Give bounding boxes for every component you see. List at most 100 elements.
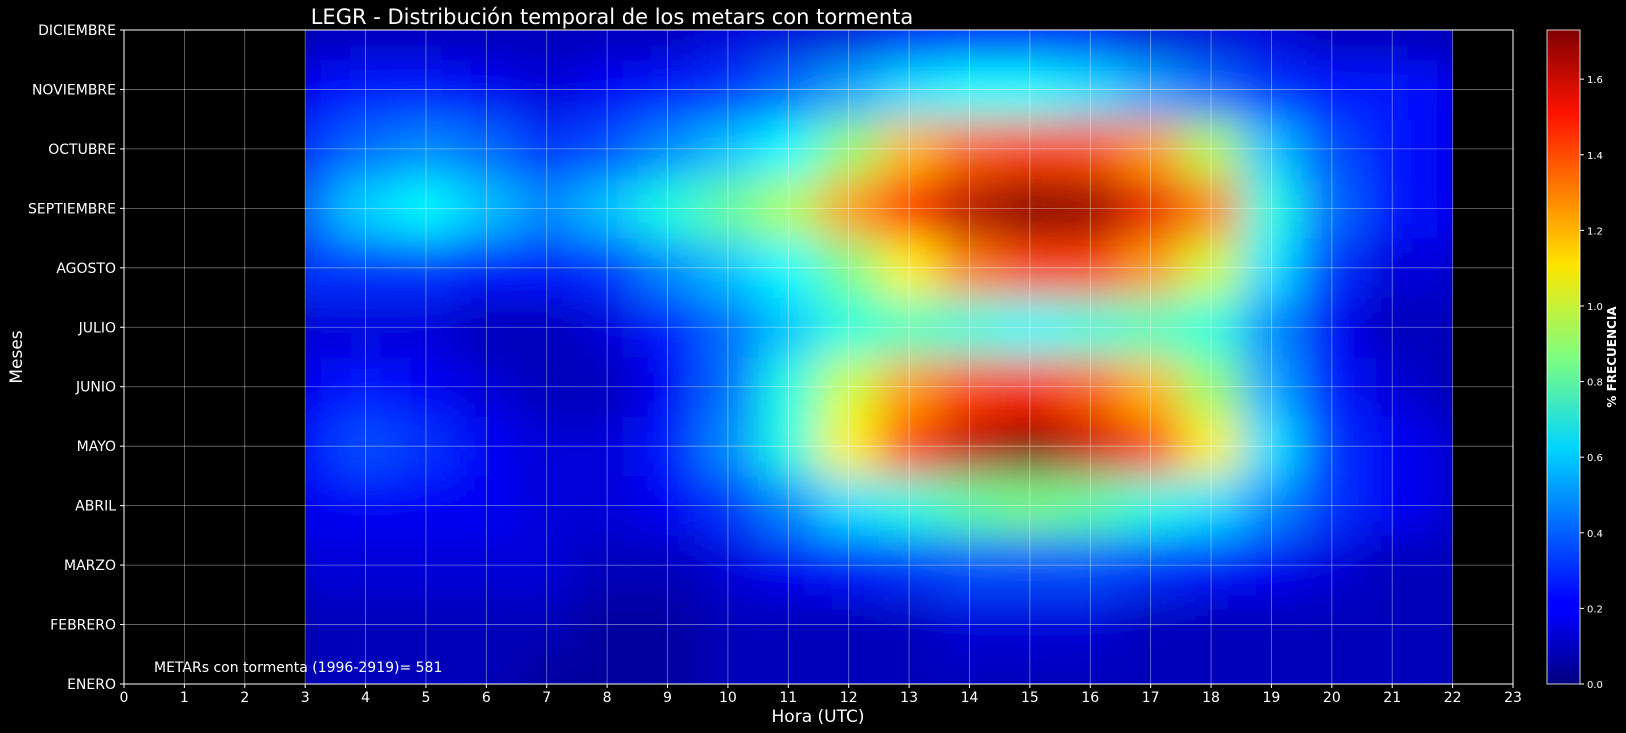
heatmap-cell: [456, 119, 518, 180]
heatmap-cell: [1422, 654, 1453, 684]
heatmap-cell: [395, 119, 457, 180]
colorbar-tick-label: 0.0: [1587, 680, 1603, 691]
heatmap-cell: [818, 475, 880, 536]
colorbar-ticks: 0.0 0.2 0.4 0.6 0.8 1.0 1.2 1.4 1.6: [1580, 75, 1603, 691]
heatmap-cell: [516, 238, 578, 299]
heatmap-cell: [697, 30, 759, 61]
heatmap-cell: [1180, 594, 1242, 655]
heatmap-cell: [697, 475, 759, 536]
heatmap-cell: [999, 178, 1061, 239]
heatmap-cell: [999, 238, 1061, 299]
heatmap-cell: [1241, 416, 1303, 477]
colorbar-tick-label: 0.6: [1587, 453, 1603, 464]
heatmap-cell: [939, 178, 1001, 239]
heatmap-cell: [1180, 178, 1242, 239]
heatmap-cell: [576, 59, 638, 120]
heatmap-cell: [576, 654, 638, 684]
y-tick-label: SEPTIEMBRE: [28, 201, 116, 217]
heatmap-cell: [637, 535, 699, 596]
heatmap-cell: [999, 59, 1061, 120]
x-tick-label: 11: [779, 690, 797, 706]
heatmap-cell: [516, 416, 578, 477]
heatmap-cell: [304, 119, 336, 180]
heatmap-cell: [395, 654, 457, 684]
y-tick-label: NOVIEMBRE: [32, 82, 116, 98]
heatmap-cell: [395, 59, 457, 120]
heatmap-cell: [1060, 178, 1121, 239]
heatmap-cell: [818, 416, 880, 477]
heatmap-cell: [1180, 297, 1242, 358]
heatmap-cell: [697, 594, 759, 655]
heatmap-cell: [999, 416, 1061, 477]
x-tick-label: 21: [1383, 690, 1401, 706]
heatmap-cell: [335, 30, 397, 61]
x-tick-label: 19: [1263, 690, 1281, 706]
y-tick-label: ENERO: [67, 677, 116, 693]
heatmap-cell: [1060, 475, 1121, 536]
heatmap-cell: [1362, 357, 1423, 417]
heatmap-cell: [516, 297, 578, 358]
x-tick-label: 22: [1444, 690, 1462, 706]
heatmap-cell: [1120, 30, 1182, 61]
grid-lines: [123, 29, 1514, 685]
heatmap-cell: [878, 475, 940, 536]
heatmap-cell: [758, 594, 819, 655]
heatmap-cell: [335, 119, 397, 180]
heatmap-cell: [1060, 594, 1121, 655]
heatmap-cell: [395, 30, 457, 61]
heatmap-cell: [878, 535, 940, 596]
heatmap-cell: [999, 357, 1061, 417]
heatmap-cell: [1120, 59, 1182, 120]
heatmap-cells: [304, 30, 1453, 684]
heatmap-cell: [1241, 297, 1303, 358]
heatmap-cell: [576, 238, 638, 299]
heatmap-cell: [456, 654, 518, 684]
heatmap-cell: [1120, 535, 1182, 596]
heatmap-cell: [758, 654, 819, 684]
heatmap-cell: [395, 594, 457, 655]
heatmap-cell: [1422, 30, 1453, 61]
heatmap-cell: [335, 357, 397, 417]
heatmap-cell: [335, 238, 397, 299]
heatmap-cell: [1422, 297, 1453, 358]
heatmap-cell: [878, 119, 940, 180]
annotation-text: METARs con tormenta (1996-2919)= 581: [154, 660, 442, 676]
heatmap-cell: [576, 535, 638, 596]
heatmap-cell: [1301, 535, 1363, 596]
heatmap-cell: [818, 59, 880, 120]
heatmap-cell: [1180, 59, 1242, 120]
heatmap-cell: [878, 416, 940, 477]
x-tick-label: 3: [301, 690, 310, 706]
heatmap-cell: [516, 654, 578, 684]
heatmap-cell: [758, 30, 819, 61]
heatmap-cell: [1060, 654, 1121, 684]
heatmap-cell: [939, 238, 1001, 299]
heatmap-cell: [1362, 297, 1423, 358]
heatmap-cell: [1422, 119, 1453, 180]
heatmap-cell: [516, 535, 578, 596]
x-axis-ticks: 0 1 2 3 4 5 6 7 8 9 10 11 12 13 14 15 16 17 18 19 20 21 22 23: [120, 684, 1522, 706]
heatmap-cell: [1422, 475, 1453, 536]
heatmap-cell: [878, 594, 940, 655]
heatmap-cell: [1362, 594, 1423, 655]
heatmap-cell: [697, 654, 759, 684]
heatmap-cell: [758, 357, 819, 417]
heatmap-cell: [818, 178, 880, 239]
heatmap-cell: [576, 416, 638, 477]
heatmap-cell: [697, 59, 759, 120]
heatmap-cell: [697, 357, 759, 417]
heatmap-cell: [637, 238, 699, 299]
heatmap-cell: [335, 535, 397, 596]
heatmap-cell: [1301, 475, 1363, 536]
heatmap-cell: [878, 357, 940, 417]
heatmap-cell: [516, 594, 578, 655]
x-tick-label: 4: [361, 690, 370, 706]
colorbar-label: % FRECUENCIA: [1605, 306, 1619, 408]
heatmap-cell: [395, 416, 457, 477]
heatmap-cell: [1301, 178, 1363, 239]
heatmap-cell: [1241, 30, 1303, 61]
colorbar-tick-label: 1.4: [1587, 151, 1603, 162]
heatmap-cell: [999, 30, 1061, 61]
colorbar-tick-label: 1.0: [1587, 302, 1603, 313]
heatmap-cell: [697, 297, 759, 358]
